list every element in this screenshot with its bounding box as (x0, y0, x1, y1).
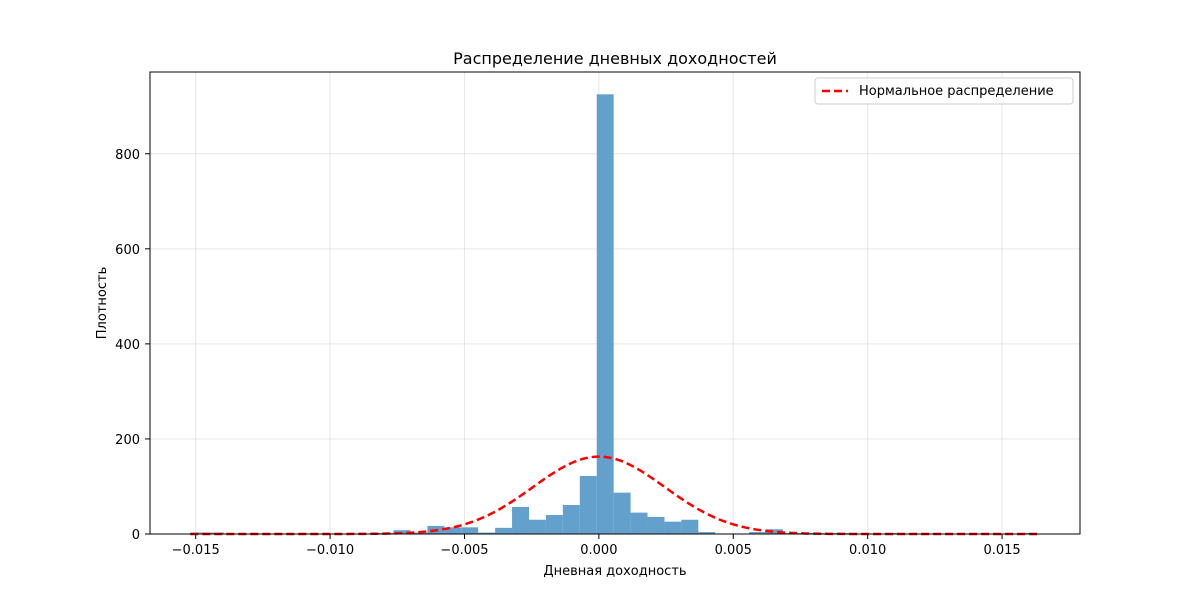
histogram-bar (528, 519, 546, 534)
histogram-bar (664, 521, 682, 534)
histogram-bars (190, 94, 1037, 534)
histogram-bar (749, 532, 767, 534)
legend-label-normal: Нормальное распределение (859, 84, 1054, 99)
x-tick-label: 0.005 (715, 543, 752, 558)
histogram-bar (698, 532, 716, 534)
grid-lines (150, 72, 1080, 535)
x-axis-ticks: −0.015 −0.010 −0.005 0.000 0.005 0.010 0.015 (172, 534, 1021, 558)
x-axis-label: Дневная доходность (543, 564, 686, 579)
histogram-bar (596, 94, 614, 534)
y-tick-label: 0 (132, 528, 140, 543)
histogram-bar (766, 529, 783, 534)
x-tick-label: −0.015 (172, 543, 220, 558)
y-tick-label: 600 (115, 243, 140, 258)
plot-frame (149, 71, 1081, 535)
y-axis-label: Плотность (95, 267, 110, 339)
y-tick-label: 800 (115, 148, 140, 163)
histogram-bar (512, 506, 529, 534)
histogram-bar (613, 492, 631, 534)
y-axis-ticks: 0 200 400 600 800 (115, 148, 150, 543)
x-tick-label: 0.015 (983, 543, 1020, 558)
y-tick-label: 200 (115, 433, 140, 448)
histogram-bar (681, 519, 699, 534)
x-tick-label: 0.000 (580, 543, 617, 558)
chart-title: Распределение дневных доходностей (453, 49, 777, 68)
histogram-bar (495, 527, 513, 534)
histogram-bar (461, 527, 479, 534)
y-tick-label: 400 (115, 338, 140, 353)
histogram-bar (579, 476, 597, 534)
histogram-bar (562, 505, 580, 534)
x-tick-label: −0.010 (306, 543, 354, 558)
histogram-bar (545, 514, 563, 534)
x-tick-label: 0.010 (849, 543, 886, 558)
histogram-bar (190, 532, 208, 534)
histogram-bar (647, 516, 665, 534)
histogram-bar (630, 512, 648, 534)
histogram-bar (478, 532, 496, 534)
legend: Нормальное распределение (814, 77, 1074, 105)
x-tick-label: −0.005 (440, 543, 488, 558)
legend-box (814, 77, 1074, 105)
histogram-bar (444, 527, 462, 534)
